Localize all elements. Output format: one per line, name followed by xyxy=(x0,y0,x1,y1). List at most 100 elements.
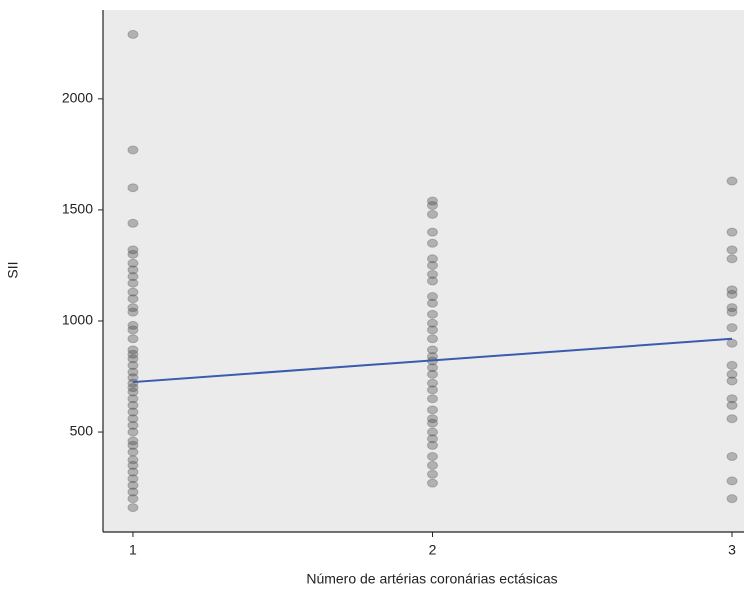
data-point xyxy=(726,254,738,264)
data-point xyxy=(127,367,139,377)
data-point xyxy=(127,307,139,317)
data-point xyxy=(127,474,139,484)
data-point xyxy=(127,427,139,437)
data-point xyxy=(127,278,139,288)
data-point xyxy=(726,414,738,424)
data-point xyxy=(426,345,438,355)
x-axis-label: Número de artérias coronárias ectásicas xyxy=(306,571,557,587)
data-point xyxy=(127,480,139,490)
data-point xyxy=(726,369,738,379)
data-point xyxy=(127,394,139,404)
data-point xyxy=(127,494,139,504)
data-point xyxy=(127,325,139,335)
data-point xyxy=(426,276,438,286)
data-point xyxy=(426,405,438,415)
data-point xyxy=(127,334,139,344)
data-point xyxy=(127,436,139,446)
data-point xyxy=(426,325,438,335)
data-point xyxy=(426,378,438,388)
data-point xyxy=(726,227,738,237)
data-point xyxy=(127,460,139,470)
data-point xyxy=(127,414,139,424)
data-point xyxy=(726,323,738,333)
data-point xyxy=(127,287,139,297)
data-point xyxy=(426,260,438,270)
data-point xyxy=(426,318,438,328)
x-tick-label: 1 xyxy=(129,542,137,558)
data-point xyxy=(426,385,438,395)
data-point xyxy=(127,294,139,304)
data-point xyxy=(726,307,738,317)
data-point xyxy=(726,360,738,370)
y-tick-label: 1000 xyxy=(62,312,93,328)
data-point xyxy=(726,245,738,255)
data-point xyxy=(426,440,438,450)
data-point xyxy=(426,309,438,319)
data-point xyxy=(127,354,139,364)
data-point xyxy=(426,363,438,373)
data-point xyxy=(426,334,438,344)
data-point xyxy=(426,227,438,237)
data-point xyxy=(726,376,738,386)
data-point xyxy=(426,238,438,248)
data-point xyxy=(426,196,438,206)
data-point xyxy=(726,303,738,313)
data-point xyxy=(726,494,738,504)
data-point xyxy=(127,407,139,417)
data-point xyxy=(127,420,139,430)
data-point xyxy=(127,440,139,450)
data-point xyxy=(127,29,139,39)
x-tick-label: 3 xyxy=(728,542,736,558)
data-point xyxy=(426,209,438,219)
regression-line xyxy=(132,337,733,384)
data-point xyxy=(127,265,139,275)
data-point xyxy=(426,434,438,444)
data-point xyxy=(127,503,139,513)
data-point xyxy=(426,451,438,461)
data-point xyxy=(426,414,438,424)
plot-area xyxy=(103,10,744,532)
data-point xyxy=(426,469,438,479)
y-axis-label: SII xyxy=(5,261,21,278)
data-point xyxy=(127,258,139,268)
data-point xyxy=(127,487,139,497)
data-point xyxy=(426,200,438,210)
data-point xyxy=(127,249,139,259)
data-point xyxy=(127,467,139,477)
data-point xyxy=(127,218,139,228)
data-point xyxy=(426,254,438,264)
data-point xyxy=(127,447,139,457)
data-point xyxy=(426,427,438,437)
data-point xyxy=(127,245,139,255)
y-tick-label: 1500 xyxy=(62,201,93,217)
data-point xyxy=(426,478,438,488)
data-point xyxy=(726,338,738,348)
data-point xyxy=(127,272,139,282)
data-point xyxy=(127,360,139,370)
data-point xyxy=(726,285,738,295)
data-point xyxy=(726,394,738,404)
data-point xyxy=(127,349,139,359)
data-point xyxy=(127,345,139,355)
data-point xyxy=(127,400,139,410)
data-point xyxy=(426,418,438,428)
data-point xyxy=(726,476,738,486)
data-point xyxy=(426,292,438,302)
data-point xyxy=(726,400,738,410)
data-point xyxy=(127,145,139,155)
y-tick-label: 500 xyxy=(70,423,94,439)
data-point xyxy=(127,387,139,397)
y-tick-label: 2000 xyxy=(62,90,93,106)
data-point xyxy=(426,369,438,379)
data-point xyxy=(426,460,438,470)
data-point xyxy=(127,320,139,330)
data-point xyxy=(127,183,139,193)
data-point xyxy=(726,289,738,299)
data-point xyxy=(726,176,738,186)
data-point xyxy=(426,298,438,308)
x-tick-label: 2 xyxy=(429,542,437,558)
data-point xyxy=(127,455,139,465)
data-point xyxy=(426,269,438,279)
data-point xyxy=(726,451,738,461)
